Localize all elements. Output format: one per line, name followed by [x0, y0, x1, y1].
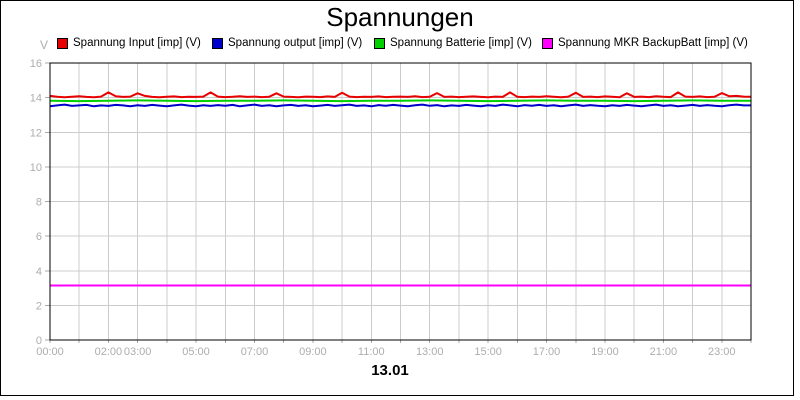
x-axis-date-label: 13.01	[371, 362, 409, 379]
chart-legend: Spannung Input [imp] (V) Spannung output…	[0, 36, 800, 50]
y-tick-label: 2	[36, 300, 42, 312]
backupbatt-series-swatch-icon	[542, 37, 553, 49]
series-line-2	[49, 99, 751, 103]
x-tick-label: 17:00	[533, 346, 561, 358]
x-tick-label: 19:00	[591, 346, 619, 358]
series-line-1	[49, 103, 751, 108]
x-tick-label: 05:00	[182, 346, 210, 358]
y-tick-label: 16	[30, 58, 42, 70]
legend-item-backupbatt: Spannung MKR BackupBatt [imp] (V)	[542, 36, 748, 50]
y-tick-label: 10	[30, 162, 42, 174]
legend-label: Spannung Batterie [imp] (V)	[390, 37, 532, 49]
x-tick-label: 07:00	[241, 346, 269, 358]
output-series-swatch-icon	[212, 37, 223, 49]
legend-item-output: Spannung output [imp] (V)	[212, 36, 362, 50]
x-tick-label: 23:00	[708, 346, 736, 358]
x-tick-label: 21:00	[650, 346, 678, 358]
x-tick-label: 03:00	[124, 346, 152, 358]
series-line-0	[49, 91, 752, 99]
y-tick-label: 8	[36, 197, 42, 209]
legend-label: Spannung MKR BackupBatt [imp] (V)	[558, 37, 748, 49]
plot-frame	[49, 62, 752, 341]
legend-label: Spannung output [imp] (V)	[228, 37, 363, 49]
legend-item-input: Spannung Input [imp] (V)	[57, 36, 201, 50]
x-tick-label: 13:00	[416, 346, 444, 358]
y-axis-unit-label: V	[39, 38, 48, 52]
legend-label: Spannung Input [imp] (V)	[73, 37, 201, 49]
x-tick-label: 11:00	[358, 346, 385, 358]
input-series-swatch-icon	[57, 37, 68, 49]
y-tick-label: 12	[30, 127, 42, 139]
batterie-series-swatch-icon	[374, 37, 385, 49]
x-tick-label: 02:00	[95, 346, 123, 358]
y-tick-label: 6	[36, 231, 42, 243]
y-tick-label: 0	[36, 335, 42, 347]
legend-item-batterie: Spannung Batterie [imp] (V)	[374, 36, 532, 50]
x-tick-label: 09:00	[299, 346, 327, 358]
y-tick-label: 14	[30, 93, 42, 105]
x-tick-label: 15:00	[474, 346, 502, 358]
x-tick-label: 00:00	[36, 346, 64, 358]
chart-title: Spannungen	[326, 2, 474, 32]
y-tick-label: 4	[36, 266, 42, 278]
